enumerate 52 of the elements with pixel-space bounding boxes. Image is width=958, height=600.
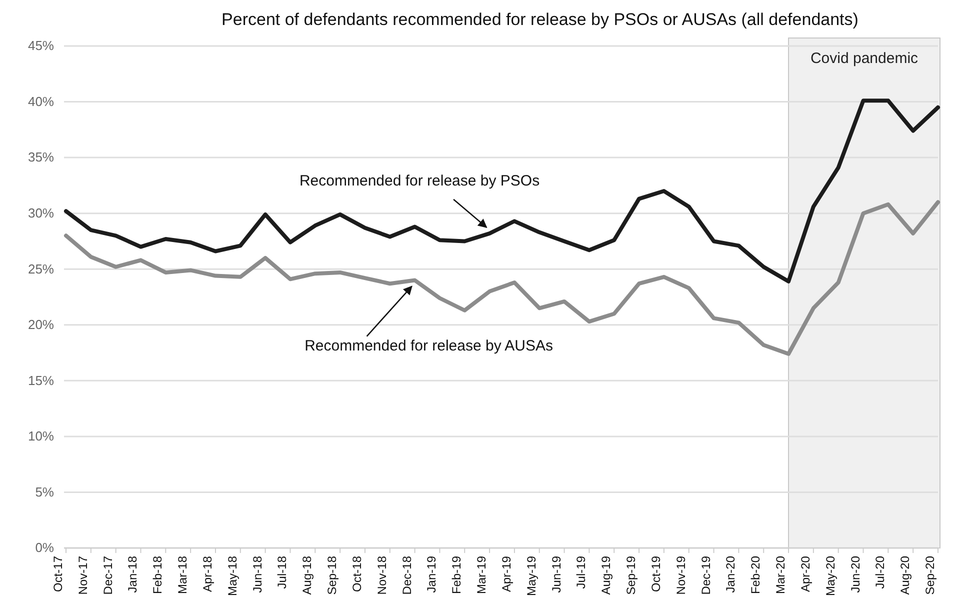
y-tick-label: 5% [35,484,54,500]
y-tick-label: 35% [28,150,54,165]
x-tick-label: Jul-20 [873,556,888,589]
text: Recommended for release by AUSAs [304,337,554,354]
y-tick-label: 45% [28,38,54,54]
x-tick-label: Apr-19 [499,556,514,592]
x-tick-label: May-20 [823,556,838,596]
x-tick-label: May-19 [524,556,538,596]
x-tick-label: Dec-19 [698,556,713,595]
y-tick-label: 30% [28,205,54,220]
x-tick-label: Apr-18 [200,556,214,592]
x-tick-label: Oct-17 [51,556,65,592]
x-tick-label: Nov-19 [674,556,688,595]
x-tick-label: Feb-18 [150,556,165,594]
x-tick-label: Aug-18 [300,556,314,595]
x-tick-label: Jun-18 [250,556,264,593]
y-tick-label: 15% [28,372,54,388]
x-tick-label: Dec-17 [100,556,115,595]
x-tick-label: Nov-17 [76,556,90,595]
x-tick-label: Aug-20 [898,556,912,595]
x-tick-label: Sep-19 [624,556,638,595]
x-tick-label: Jul-19 [574,556,588,589]
x-tick-label: Aug-19 [599,556,614,595]
y-tick-label: 40% [28,94,54,109]
x-tick-label: Apr-20 [798,556,812,592]
x-tick-label: Mar-19 [474,556,489,594]
x-tick-label: Mar-20 [774,556,788,594]
x-tick-label: Jan-20 [724,556,738,593]
x-tick-label: Jan-19 [424,556,439,593]
line-series [64,200,940,356]
x-tick-label: Sep-20 [923,556,937,595]
y-tick-label: 20% [28,317,54,332]
x-tick-label: Feb-19 [450,556,464,594]
x-tick-label: Jun-19 [549,556,564,593]
x-tick-label: Oct-19 [648,556,663,592]
x-tick-label: Jan-18 [126,556,140,593]
x-tick-label: May-18 [225,556,240,596]
y-tick-label: 0% [35,540,54,556]
x-tick-label: Mar-18 [176,556,190,594]
x-tick-label: Oct-18 [350,556,364,592]
line-series [64,98,940,284]
x-tick-label: Feb-20 [748,556,763,594]
x-tick-label: Jul-18 [275,556,290,589]
x-tick-label: Sep-18 [325,556,340,595]
text: Recommended for release by PSOs [299,172,540,190]
y-tick-label: 25% [28,261,54,276]
band-label: Covid pandemic [810,50,919,67]
y-tick-label: 10% [28,428,54,444]
x-tick-label: Jun-20 [848,556,862,593]
x-tick-label: Dec-18 [400,556,414,595]
x-tick-label: Nov-18 [374,556,389,595]
chart-title: Percent of defendants recommended for release by PSOs or AUSAs (all defendants) [222,10,858,29]
